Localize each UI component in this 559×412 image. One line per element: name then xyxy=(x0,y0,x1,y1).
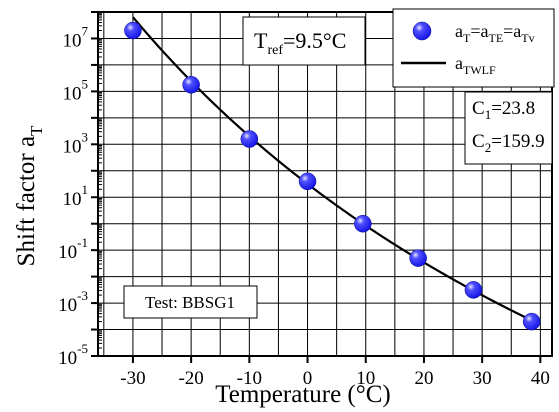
c2-value: =159.9 xyxy=(491,131,544,152)
y-tick-base: 10 xyxy=(63,83,82,104)
c1-value: =23.8 xyxy=(491,98,535,119)
test-label-box: Test: BBSG1 xyxy=(123,285,258,319)
c2-sub: 2 xyxy=(485,140,492,155)
data-point xyxy=(464,281,483,299)
tref-value: =9.5°C xyxy=(283,28,346,53)
y-tick-exponent: 3 xyxy=(82,129,89,144)
x-tick-label: -20 xyxy=(178,368,203,389)
y-axis-title-main: Shift factor a xyxy=(13,136,40,267)
legend-marker-points xyxy=(412,21,432,41)
y-tick-label: 105 xyxy=(63,76,89,104)
legend-box xyxy=(392,8,555,88)
data-point xyxy=(182,76,200,94)
c1-symbol: C xyxy=(472,98,485,119)
axes xyxy=(91,11,553,363)
y-tick-exponent: 5 xyxy=(82,76,89,91)
y-tick-base: 10 xyxy=(63,136,82,157)
y-tick-exponent: 1 xyxy=(82,182,89,197)
y-tick-exponent: -5 xyxy=(77,341,88,356)
svg-text:Tref=9.5°C: Tref=9.5°C xyxy=(254,28,346,58)
y-tick-base: 10 xyxy=(63,30,82,51)
data-point xyxy=(124,21,142,40)
y-axis-title: Shift factor aT xyxy=(13,125,46,267)
data-point xyxy=(522,312,541,331)
x-tick-label: 10 xyxy=(356,368,375,389)
wlf-curve-layer xyxy=(132,16,533,322)
y-tick-label: 101 xyxy=(63,182,89,210)
y-tick-base: 10 xyxy=(63,189,82,210)
svg-text:C2=159.9: C2=159.9 xyxy=(472,131,545,155)
x-tick-label: 40 xyxy=(531,368,550,389)
x-axis-title: Temperature (°C) xyxy=(215,381,391,408)
y-tick-label: 107 xyxy=(63,23,89,51)
legend-label-points: aT=aTE=aTv xyxy=(455,21,535,45)
x-tick-label: -30 xyxy=(120,368,145,389)
wlf-parameters-box: C1=23.8 C2=159.9 xyxy=(464,91,553,165)
legend: aT=aTE=aTv aTWLF xyxy=(392,8,555,88)
legend-label-line: aTWLF xyxy=(455,53,496,77)
y-tick-label: 103 xyxy=(63,129,89,157)
tick-labels: -30 -20 -10 0 10 20 30 4010-510-310-11011031051… xyxy=(58,23,550,389)
x-tick-label: 30 xyxy=(473,368,492,389)
data-point xyxy=(240,130,259,148)
data-points-layer xyxy=(124,21,541,331)
x-tick-label: 20 xyxy=(414,368,433,389)
y-tick-base: 10 xyxy=(58,348,77,369)
data-point xyxy=(298,172,317,191)
plot-frame xyxy=(97,11,553,357)
x-tick-label: 0 xyxy=(303,368,313,389)
c1-sub: 1 xyxy=(485,107,492,122)
y-tick-label: 10-5 xyxy=(58,341,88,369)
y-axis-title-sub: T xyxy=(27,125,46,136)
y-tick-base: 10 xyxy=(58,242,77,263)
y-tick-exponent: 7 xyxy=(82,23,89,38)
y-tick-exponent: -1 xyxy=(77,235,88,250)
svg-text:C1=23.8: C1=23.8 xyxy=(472,98,535,122)
y-tick-label: 10-1 xyxy=(58,235,88,263)
y-tick-base: 10 xyxy=(58,295,77,316)
y-tick-label: 10-3 xyxy=(58,288,88,316)
data-point xyxy=(409,249,427,267)
tref-annotation: Tref=9.5°C xyxy=(242,16,366,66)
wlf-curve xyxy=(132,16,533,322)
y-tick-exponent: -3 xyxy=(77,288,88,303)
test-label: Test: BBSG1 xyxy=(145,293,235,312)
data-point xyxy=(354,214,372,233)
c2-symbol: C xyxy=(472,131,485,152)
tref-symbol: T xyxy=(254,28,268,53)
tref-sub: ref xyxy=(267,43,283,58)
x-tick-label: -10 xyxy=(237,368,262,389)
